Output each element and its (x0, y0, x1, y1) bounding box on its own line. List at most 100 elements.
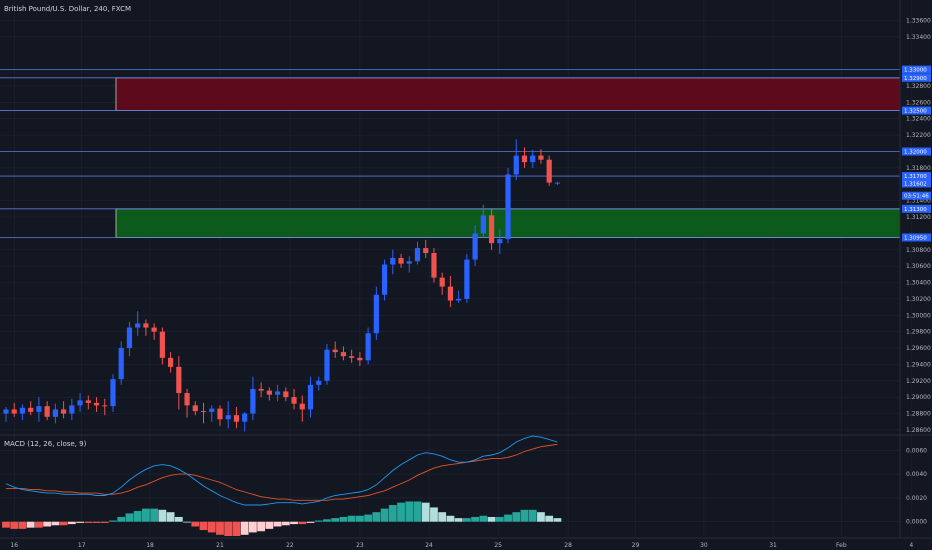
candle-body[interactable] (118, 348, 124, 380)
supply-zone (115, 77, 901, 111)
candle-body[interactable] (365, 333, 371, 361)
candle-body[interactable] (530, 155, 536, 163)
macd-title: MACD (12, 26, close, 9) (4, 440, 87, 448)
candle-body[interactable] (19, 407, 26, 414)
candle-body[interactable] (480, 215, 486, 234)
candle-body[interactable] (332, 349, 338, 353)
candle-body[interactable] (291, 397, 297, 404)
macd-hist-bar (364, 514, 373, 522)
macd-hist-bar (199, 521, 208, 531)
candlestick-series[interactable] (3, 139, 561, 432)
candle-body[interactable] (3, 409, 9, 414)
macd-hist-bar (290, 521, 298, 525)
macd-hist-bar (249, 521, 257, 533)
candle-body[interactable] (324, 349, 330, 381)
candle-body[interactable] (209, 408, 215, 412)
candle-body[interactable] (159, 331, 165, 358)
candle-body[interactable] (316, 380, 322, 385)
macd-hist-bar (257, 521, 266, 532)
candle-body[interactable] (225, 415, 231, 420)
macd-hist-bar (216, 521, 224, 535)
time-axis-label: 24 (425, 542, 433, 549)
candle-body[interactable] (102, 405, 108, 407)
macd-hist-bar (76, 521, 84, 523)
candle-body[interactable] (77, 400, 83, 406)
candle-body[interactable] (431, 253, 437, 278)
candle-body[interactable] (110, 379, 116, 407)
candle-body[interactable] (505, 174, 511, 240)
candle-body[interactable] (126, 327, 133, 349)
candle-body[interactable] (472, 233, 478, 260)
candle-body[interactable] (307, 384, 314, 410)
candle-body[interactable] (233, 415, 240, 422)
candle-body[interactable] (283, 391, 289, 398)
price-tags: 1.33000 1.32900 1.32500 1.32000 1.317001.316… (902, 65, 931, 242)
candle-body[interactable] (414, 248, 421, 262)
candle-body[interactable] (390, 257, 396, 265)
macd-hist-bar (504, 514, 512, 522)
macd-hist-bar (150, 508, 159, 522)
candle-body[interactable] (357, 357, 363, 361)
candle-body[interactable] (538, 155, 544, 160)
candle-body[interactable] (488, 215, 495, 244)
candle-body[interactable] (373, 294, 379, 334)
candle-body[interactable] (546, 159, 552, 183)
candle-body[interactable] (274, 391, 281, 395)
candle-body[interactable] (52, 409, 58, 417)
time-axis-label: 30 (700, 542, 708, 549)
price-tag-label: 1.32900 (904, 76, 927, 82)
candle-body[interactable] (85, 400, 91, 403)
candle-body[interactable] (93, 402, 100, 406)
candle-body[interactable] (151, 327, 157, 332)
candle-body[interactable] (69, 405, 75, 414)
candle-body[interactable] (61, 409, 67, 414)
macd-hist-bar (438, 512, 447, 522)
candle-body[interactable] (258, 388, 264, 391)
price-tag-label: 1.33000 (904, 68, 927, 74)
price-tag: 1.33000 (902, 65, 931, 74)
candle-body[interactable] (464, 259, 470, 299)
macd-axis-label: 0.0020 (906, 495, 927, 502)
candle-body[interactable] (176, 366, 182, 394)
candle-body[interactable] (554, 182, 561, 184)
candle-body[interactable] (447, 286, 454, 301)
candle-body[interactable] (513, 155, 519, 175)
macd-hist-bar (67, 521, 76, 525)
candle-body[interactable] (340, 352, 347, 357)
candle-body[interactable] (406, 261, 412, 264)
candle-body[interactable] (349, 356, 355, 358)
candle-body[interactable] (242, 413, 248, 422)
macd-hist-bar (454, 518, 463, 522)
price-axis-label: 1.31200 (906, 214, 931, 221)
candle-body[interactable] (200, 411, 207, 413)
candle-body[interactable] (168, 357, 174, 367)
candle-body[interactable] (44, 406, 50, 417)
candle-body[interactable] (497, 239, 503, 244)
candle-body[interactable] (381, 264, 388, 295)
candle-body[interactable] (135, 323, 141, 328)
candle-body[interactable] (217, 408, 223, 420)
candle-body[interactable] (299, 403, 305, 410)
candle-body[interactable] (36, 406, 42, 412)
candle-body[interactable] (439, 277, 445, 287)
candle-body[interactable] (398, 257, 404, 264)
candle-body[interactable] (143, 323, 149, 328)
price-axis-label: 1.30600 (906, 263, 931, 270)
price-tag-bg (902, 179, 931, 188)
candle-body[interactable] (521, 155, 528, 163)
candle-body[interactable] (456, 298, 462, 301)
candle-body[interactable] (11, 409, 17, 414)
candle-body[interactable] (423, 248, 429, 254)
macd-hist-bar (232, 521, 241, 536)
candle-body[interactable] (192, 405, 198, 412)
candle-body[interactable] (184, 393, 190, 406)
macd-axis-label: 0.0040 (906, 471, 927, 478)
macd-pane[interactable] (0, 434, 932, 536)
price-axis-label: 1.29000 (906, 394, 931, 401)
candle-body[interactable] (28, 407, 34, 412)
macd-axis-label: 0.0060 (906, 447, 927, 454)
candle-body[interactable] (266, 390, 272, 395)
time-axis-label: 17 (78, 542, 86, 549)
candle-body[interactable] (250, 388, 256, 414)
